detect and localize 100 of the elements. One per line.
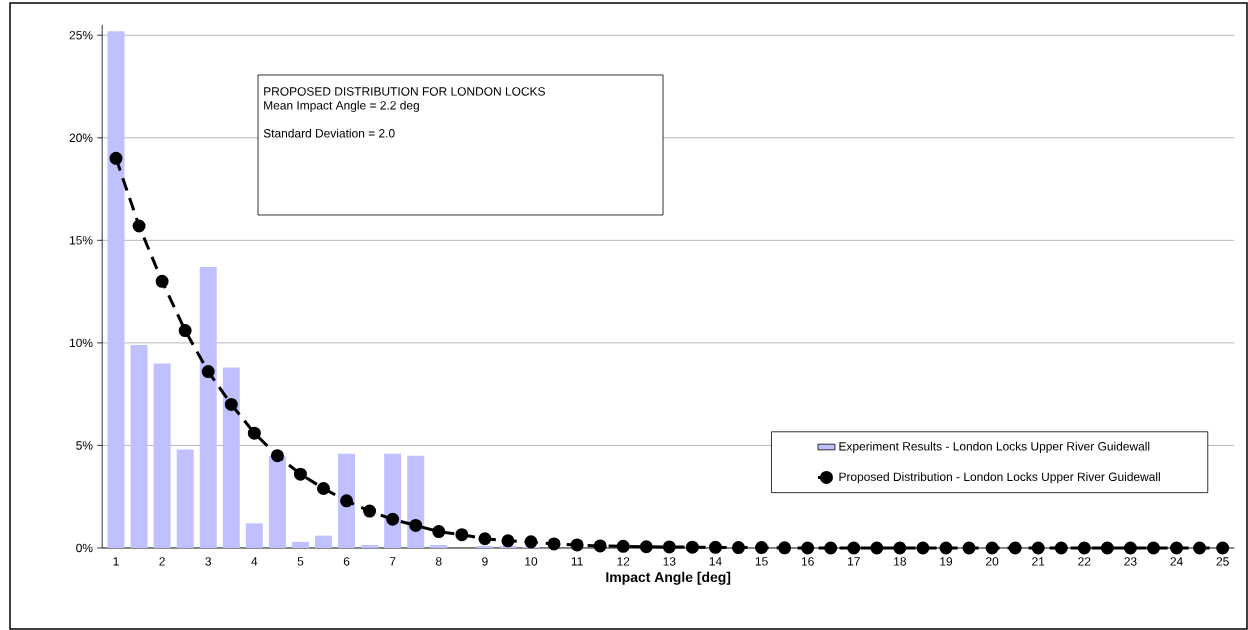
point bbox=[432, 525, 446, 539]
x-tick-label: 19 bbox=[940, 557, 953, 566]
bar bbox=[153, 363, 171, 548]
point bbox=[547, 537, 561, 551]
point bbox=[1146, 541, 1160, 555]
x-tick-label: 25 bbox=[1216, 557, 1229, 566]
x-tick-label: 18 bbox=[894, 557, 907, 566]
x-tick-label: 21 bbox=[1032, 557, 1045, 566]
x-tick-label: 9 bbox=[482, 557, 488, 566]
point bbox=[662, 540, 676, 554]
bar bbox=[107, 31, 125, 548]
point bbox=[985, 541, 999, 555]
x-tick-label: 3 bbox=[205, 557, 212, 566]
point bbox=[317, 482, 331, 496]
annotation: Standard Deviation = 2.0 bbox=[263, 128, 395, 138]
point bbox=[270, 449, 284, 463]
point bbox=[639, 540, 653, 554]
annotation: Mean Impact Angle = 2.2 deg bbox=[264, 100, 419, 112]
y-tick-label: 15% bbox=[69, 236, 93, 245]
x-tick-label: 4 bbox=[251, 557, 258, 566]
bar bbox=[291, 541, 309, 548]
x-tick-label: 16 bbox=[801, 557, 814, 566]
point bbox=[1100, 541, 1114, 555]
y-tick-label: 25% bbox=[69, 31, 93, 40]
y-tick-label: 5% bbox=[76, 441, 93, 450]
point bbox=[962, 541, 976, 555]
point bbox=[1216, 541, 1230, 555]
point bbox=[201, 365, 215, 379]
y-tick-label: 0% bbox=[76, 543, 93, 553]
point bbox=[801, 541, 815, 555]
x-tick-label: 14 bbox=[709, 557, 722, 566]
bar bbox=[384, 453, 402, 548]
y-tick-label: 10% bbox=[69, 338, 93, 348]
bar bbox=[130, 344, 148, 548]
bar bbox=[315, 535, 333, 548]
x-tick-label: 1 bbox=[113, 557, 119, 566]
point bbox=[870, 541, 884, 555]
point bbox=[340, 494, 354, 508]
point bbox=[685, 540, 699, 554]
x-tick-label: 13 bbox=[663, 557, 676, 566]
x-tick-label: 20 bbox=[986, 557, 999, 566]
x-tick-label: 6 bbox=[343, 557, 350, 566]
point bbox=[293, 467, 307, 481]
point bbox=[1170, 541, 1184, 555]
point bbox=[224, 397, 238, 411]
bar bbox=[176, 449, 194, 548]
x-tick-label: 23 bbox=[1124, 557, 1137, 566]
point bbox=[178, 324, 192, 338]
y-tick-label: 20% bbox=[69, 133, 93, 143]
point bbox=[155, 274, 169, 288]
point bbox=[1054, 541, 1068, 555]
point bbox=[409, 518, 423, 532]
point bbox=[755, 541, 769, 555]
x-tick-label: 15 bbox=[755, 557, 768, 566]
point bbox=[1193, 541, 1207, 555]
x-tick-label: 8 bbox=[435, 557, 442, 566]
point bbox=[109, 151, 123, 165]
x-tick-label: 10 bbox=[525, 557, 538, 566]
point bbox=[247, 426, 261, 440]
bar bbox=[222, 367, 240, 548]
point bbox=[1008, 541, 1022, 555]
point bbox=[916, 541, 930, 555]
annotation: PROPOSED DISTRIBUTION FOR LONDON LOCKS bbox=[264, 87, 545, 96]
point bbox=[132, 219, 146, 233]
point bbox=[386, 512, 400, 526]
point bbox=[1123, 541, 1137, 555]
point bbox=[1077, 541, 1091, 555]
x-axis-title: Impact Angle [deg] bbox=[606, 571, 731, 585]
point bbox=[847, 541, 861, 555]
point bbox=[363, 504, 377, 518]
bar bbox=[361, 544, 379, 548]
x-tick-label: 5 bbox=[297, 557, 304, 566]
point bbox=[570, 538, 584, 552]
point bbox=[455, 528, 469, 542]
x-tick-label: 11 bbox=[571, 557, 583, 566]
point bbox=[478, 532, 492, 546]
point bbox=[939, 541, 953, 555]
bar bbox=[245, 523, 263, 548]
point bbox=[524, 535, 538, 549]
legend-label: Proposed Distribution - London Locks Upper River Guidewall bbox=[839, 472, 1160, 484]
legend-label: Experiment Results - London Locks Upper River Guidewall bbox=[839, 441, 1150, 453]
bar bbox=[407, 455, 425, 548]
bar bbox=[430, 544, 448, 548]
x-tick-label: 17 bbox=[848, 557, 860, 566]
point bbox=[593, 539, 607, 553]
x-tick-label: 12 bbox=[617, 557, 630, 566]
point bbox=[616, 539, 630, 553]
bar bbox=[476, 545, 494, 548]
x-tick-label: 2 bbox=[159, 557, 165, 566]
bar bbox=[199, 267, 217, 548]
point bbox=[778, 541, 792, 555]
point bbox=[824, 541, 838, 555]
x-tick-label: 7 bbox=[389, 557, 396, 566]
x-tick-label: 24 bbox=[1170, 557, 1183, 566]
bar bbox=[338, 453, 356, 548]
x-tick-label: 22 bbox=[1078, 557, 1091, 566]
point bbox=[501, 534, 515, 548]
point bbox=[708, 540, 722, 554]
point bbox=[893, 541, 907, 555]
point bbox=[1031, 541, 1045, 555]
